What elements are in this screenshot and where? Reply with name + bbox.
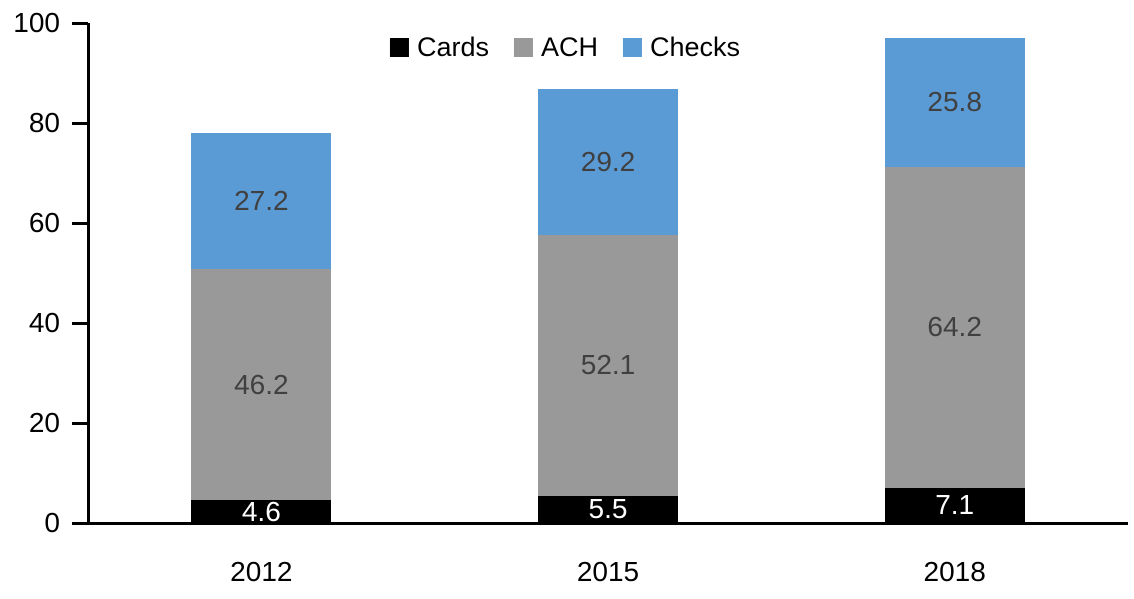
y-axis-tick — [72, 421, 88, 425]
legend-swatch-cards — [389, 38, 409, 57]
bar-segment-cards-2012 — [191, 500, 332, 523]
bar-value-label-ach-2018: 64.2 — [927, 311, 982, 342]
y-axis-tick-label: 0 — [44, 507, 60, 538]
legend-label-checks: Checks — [650, 32, 741, 62]
bar-segment-checks-2018 — [884, 37, 1025, 167]
bar-value-label-cards-2015: 5.5 — [588, 493, 628, 525]
bar-segment-ach-2015 — [538, 235, 678, 496]
legend-item-cards: Cards — [389, 32, 489, 62]
legend: Cards ACH Checks — [389, 32, 740, 62]
legend-label-cards: Cards — [416, 32, 489, 62]
y-axis-line — [87, 23, 90, 525]
bar-value-label-ach-2015: 52.1 — [580, 349, 636, 381]
x-axis-label-2018: 2018 — [923, 556, 986, 587]
legend-swatch-checks — [623, 38, 643, 57]
bar-value-label-cards-2012: 4.6 — [241, 495, 281, 527]
bar-value-label-checks-2012: 27.2 — [234, 185, 289, 216]
y-axis-tick-label: 60 — [28, 207, 60, 238]
y-axis-tick-label: 20 — [28, 407, 60, 438]
legend-item-checks: Checks — [623, 34, 740, 61]
bar-value-label-checks-2018: 25.8 — [927, 86, 982, 117]
y-axis-tick-label: 80 — [28, 107, 60, 138]
legend-item-ach: ACH — [513, 32, 599, 62]
y-axis-tick — [72, 321, 88, 325]
y-axis-tick — [72, 121, 88, 125]
bar-segment-checks-2012 — [191, 133, 332, 269]
bar-value-label-checks-2015: 29.2 — [580, 146, 636, 177]
bar-value-label-cards-2018: 7.1 — [935, 489, 975, 521]
bar-segment-cards-2015 — [538, 495, 678, 523]
x-axis-line — [72, 522, 1128, 525]
y-axis-tick-label: 100 — [13, 7, 60, 38]
bar-segment-checks-2015 — [538, 89, 678, 235]
bar-segment-cards-2018 — [884, 487, 1025, 523]
legend-swatch-ach — [513, 38, 533, 57]
x-axis-label-2015: 2015 — [576, 556, 640, 587]
bar-segment-ach-2012 — [191, 269, 332, 500]
y-axis-tick-label: 40 — [28, 307, 60, 338]
bar-value-label-ach-2012: 46.2 — [234, 368, 289, 400]
x-axis-label-2012: 2012 — [230, 556, 293, 587]
y-axis-tick — [72, 221, 88, 225]
y-axis-tick — [72, 21, 88, 25]
bar-segment-ach-2018 — [884, 166, 1025, 488]
legend-label-ach: ACH — [540, 32, 599, 62]
